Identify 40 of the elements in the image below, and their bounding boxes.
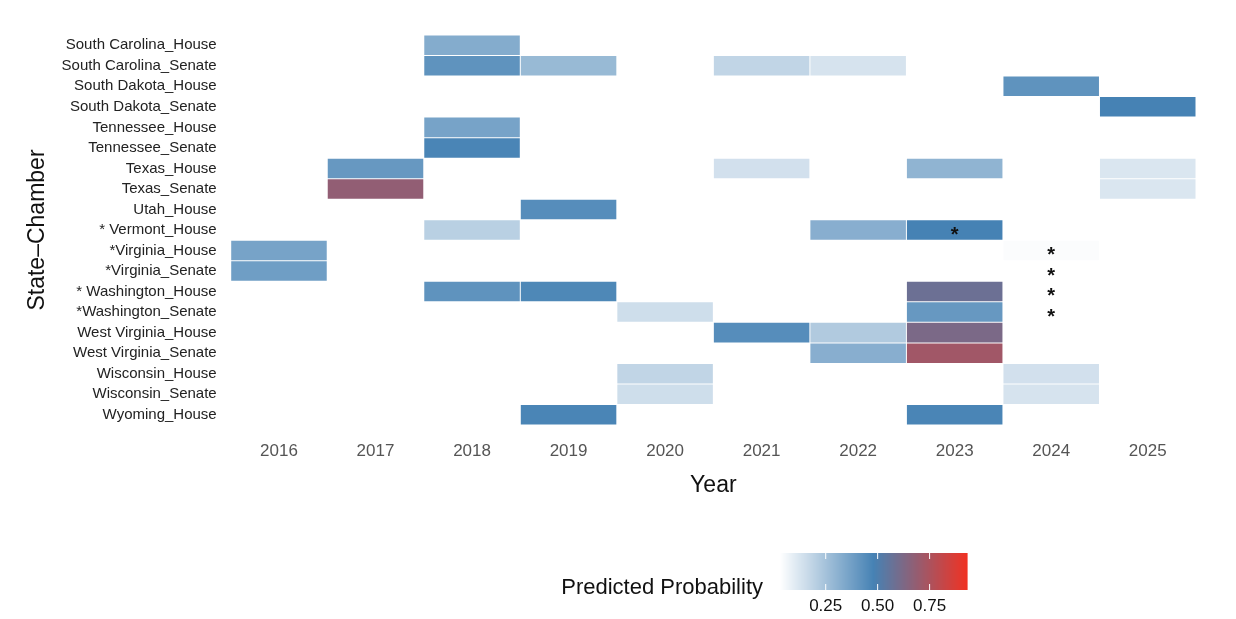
y-tick-label: Texas_House bbox=[125, 158, 217, 176]
y-tick-label: *Virginia_House bbox=[109, 240, 217, 258]
y-tick-label: * Washington_House bbox=[76, 281, 217, 299]
y-tick-label: Wisconsin_Senate bbox=[92, 384, 217, 402]
y-tick-label: South Dakota_Senate bbox=[69, 96, 217, 114]
text: * bbox=[1047, 263, 1056, 286]
y-tick-label: * Vermont_House bbox=[99, 220, 217, 238]
y-tick-label: *Virginia_Senate bbox=[105, 261, 217, 279]
y-tick-label: Texas_Senate bbox=[121, 179, 217, 197]
x-tick-label: 2017 bbox=[356, 440, 395, 460]
text: * bbox=[1047, 284, 1056, 307]
x-tick-label: 2020 bbox=[646, 440, 685, 460]
y-tick-label: West Virginia_Senate bbox=[73, 343, 217, 361]
x-tick-label: 2022 bbox=[839, 440, 878, 460]
y-tick-label: Utah_House bbox=[133, 199, 217, 217]
y-tick-label: South Carolina_House bbox=[65, 35, 217, 53]
y-tick-label: West Virginia_House bbox=[77, 322, 217, 340]
y-axis-title: State–Chamber bbox=[23, 149, 50, 311]
color-bar-title: Predicted Probability bbox=[561, 574, 763, 600]
color-bar-label: 0.75 bbox=[913, 596, 947, 616]
data-label: * bbox=[1047, 243, 1056, 266]
x-tick-label: 2025 bbox=[1128, 440, 1167, 460]
y-tick-label: South Dakota_House bbox=[74, 76, 217, 94]
x-tick-label: 2018 bbox=[453, 440, 491, 460]
x-tick-label: 2016 bbox=[260, 440, 298, 460]
x-tick-label: 2024 bbox=[1032, 440, 1071, 460]
x-tick-label: 2021 bbox=[742, 440, 781, 460]
text: * bbox=[1047, 304, 1056, 327]
color-bar-label: 0.25 bbox=[809, 596, 843, 616]
x-axis-title: Year bbox=[690, 470, 737, 497]
y-tick-label: Wyoming_House bbox=[102, 404, 217, 422]
x-tick-label: 2023 bbox=[935, 440, 974, 460]
data-label: * bbox=[950, 222, 959, 245]
y-tick-label: South Carolina_Senate bbox=[61, 55, 217, 73]
x-tick-label: 2019 bbox=[549, 440, 588, 460]
y-tick-label: *Washington_Senate bbox=[76, 302, 217, 320]
color-bar-label: 0.50 bbox=[861, 596, 895, 616]
y-tick-label: Tennessee_Senate bbox=[88, 138, 217, 156]
y-tick-label: Wisconsin_House bbox=[96, 363, 217, 381]
y-tick-label: Tennessee_House bbox=[92, 117, 217, 135]
